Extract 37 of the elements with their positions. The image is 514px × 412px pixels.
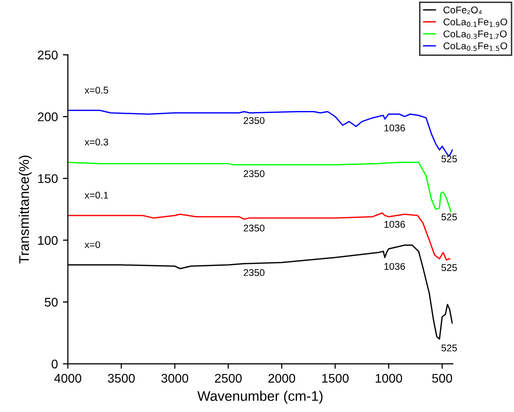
x-tick-label: 1000 <box>376 374 402 383</box>
line-series <box>68 110 453 157</box>
y-tick-label: 250 <box>38 50 58 60</box>
x-tick-label: 2000 <box>268 374 296 383</box>
x-tick-label: 1500 <box>322 374 349 383</box>
annotation: 1036 <box>384 124 405 132</box>
line-series <box>68 162 452 212</box>
annotation: 1036 <box>384 220 405 228</box>
annotation: 525 <box>441 264 457 272</box>
annotation: 2350 <box>244 117 264 124</box>
annotation: 525 <box>441 155 457 162</box>
annotation: x=0 <box>84 241 100 248</box>
annotation: 1036 <box>384 262 405 270</box>
legend-label: CoLa$_{0.5}$Fe$_{1.5}$O <box>444 42 508 51</box>
x-tick-label: 3000 <box>161 374 188 383</box>
annotation: 2350 <box>244 170 264 178</box>
annotation: x=0.5 <box>84 86 108 94</box>
y-tick-label: 0 <box>52 360 58 368</box>
x-axis-title: Wavenumber (cm-1) <box>197 390 323 404</box>
x-tick-label: 2500 <box>214 374 242 383</box>
x-tick-label: 4000 <box>54 374 82 383</box>
y-tick-label: 100 <box>38 236 58 245</box>
x-tick-label: 500 <box>432 374 452 383</box>
annotation: 525 <box>441 214 457 220</box>
x-tick-label: 3500 <box>108 374 135 383</box>
legend-label: CoLa$_{0.3}$Fe$_{1.7}$O <box>444 30 507 39</box>
annotation: 2350 <box>244 269 264 276</box>
y-tick-label: 150 <box>38 174 58 184</box>
y-tick-label: 50 <box>44 298 58 307</box>
legend-label: CoLa$_{0.1}$Fe$_{1.9}$O <box>444 18 508 27</box>
y-tick-label: 200 <box>38 112 58 122</box>
annotation: 525 <box>441 344 457 352</box>
legend-label: CoFe₂O₄ <box>444 6 482 14</box>
annotation: x=0.1 <box>84 192 108 199</box>
annotation: x=0.3 <box>84 138 108 146</box>
y-axis-title: Transmittance(%) <box>18 156 32 264</box>
annotation: 2350 <box>244 224 264 232</box>
